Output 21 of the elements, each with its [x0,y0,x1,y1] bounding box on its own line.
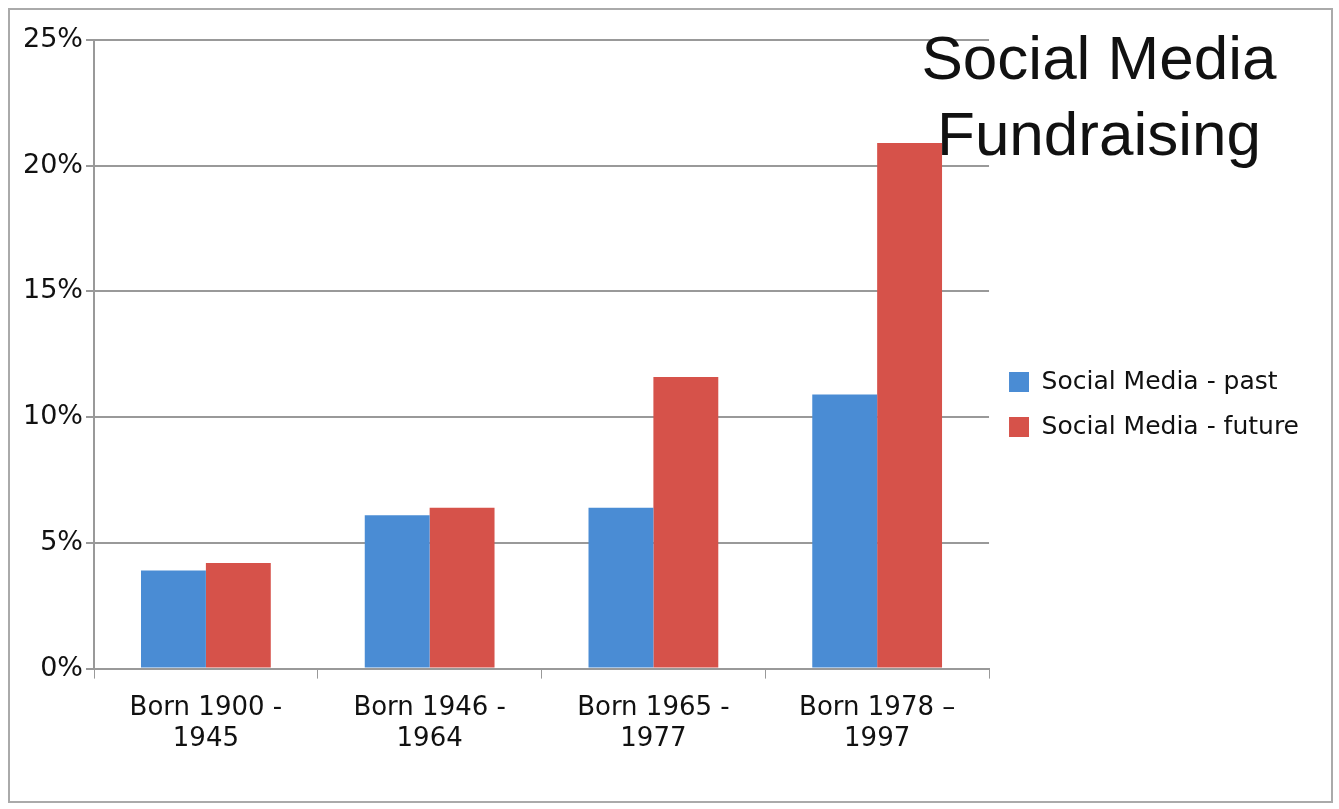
x-tick-label: Born 1946 - 1964 [353,690,506,753]
y-tick-label: 25% [23,22,84,54]
bar [588,507,654,668]
bar [653,376,719,668]
bar [364,515,430,668]
chart-title: Social Media Fundraising [920,22,1278,170]
y-tick-label: 15% [23,273,84,305]
bar [205,563,271,668]
x-tick-label: Born 1978 – 1997 [799,690,956,753]
legend-label: Social Media - future [1041,410,1300,440]
x-tick-label: Born 1900 - 1945 [129,690,283,753]
bar [429,507,495,668]
legend-label: Social Media - past [1041,365,1278,395]
y-tick-label: 20% [23,147,84,179]
bar [812,394,878,668]
x-tick-label: Born 1965 - 1977 [577,690,730,753]
y-tick-label: 10% [23,399,84,431]
y-tick-label: 5% [40,524,84,556]
bar [877,143,943,668]
y-tick-label: 0% [40,650,84,682]
bar [141,570,206,668]
